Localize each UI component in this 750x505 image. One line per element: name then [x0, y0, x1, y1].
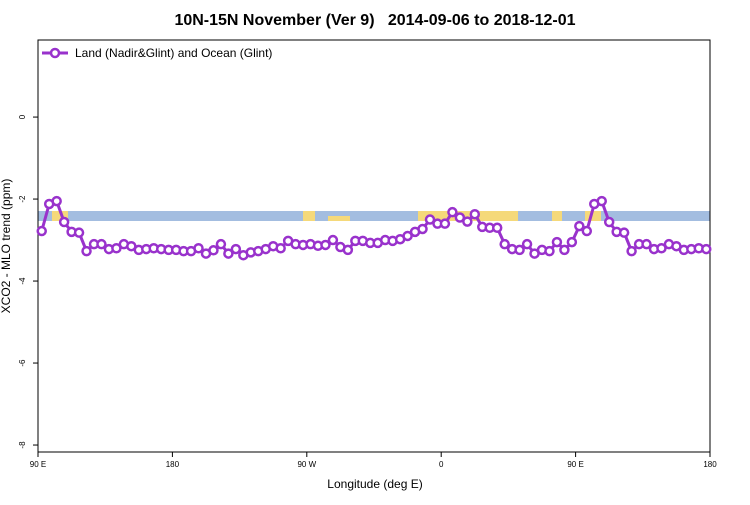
data-point	[574, 220, 585, 232]
data-point	[223, 248, 234, 259]
legend-label: Land (Nadir&Glint) and Ocean (Glint)	[75, 46, 272, 60]
data-point	[499, 238, 510, 250]
data-point	[521, 238, 533, 250]
data-point	[469, 208, 481, 220]
data-point	[111, 243, 122, 254]
data-point	[73, 227, 85, 238]
data-point	[491, 222, 503, 234]
legend: Land (Nadir&Glint) and Ocean (Glint)	[42, 46, 272, 60]
data-point	[424, 214, 436, 225]
data-point	[596, 195, 607, 207]
y-tick-label: -4	[18, 277, 27, 285]
data-point	[275, 243, 286, 254]
chart-title: 10N-15N November (Ver 9) 2014-09-06 to 2…	[174, 12, 575, 29]
data-point	[581, 225, 593, 237]
data-point	[96, 238, 107, 250]
y-tick-label: -8	[18, 441, 27, 449]
data-point	[559, 244, 570, 256]
data-point	[342, 244, 354, 256]
data-point	[36, 225, 47, 237]
data-point	[208, 245, 219, 256]
map-strip	[38, 211, 710, 221]
data-point	[551, 236, 563, 248]
data-point	[454, 212, 466, 223]
y-axis-label: XCO2 - MLO trend (ppm)	[0, 179, 13, 314]
data-point	[603, 216, 615, 228]
data-point	[193, 243, 204, 254]
data-point	[462, 216, 473, 227]
x-tick-label: 180	[166, 460, 180, 469]
y-tick-label: 0	[18, 114, 27, 119]
x-tick-label: 90 E	[567, 460, 583, 469]
data-point	[81, 245, 92, 257]
y-tick-label: -2	[18, 195, 27, 203]
y-tick-label: -6	[18, 359, 27, 367]
x-tick-label: 90 W	[297, 460, 316, 469]
data-point	[641, 238, 652, 250]
data-point	[514, 244, 525, 256]
x-axis-label: Longitude (deg E)	[327, 477, 422, 491]
legend-marker	[49, 47, 61, 59]
data-point	[447, 206, 458, 218]
data-point	[230, 243, 242, 255]
data-point	[656, 243, 667, 254]
data-point	[566, 236, 578, 248]
x-tick-label: 0	[439, 460, 444, 469]
data-point	[51, 195, 62, 207]
data-point	[439, 218, 451, 229]
data-point	[320, 239, 331, 251]
data-point	[215, 238, 227, 250]
data-point	[701, 243, 712, 255]
data-point	[327, 234, 339, 246]
data-point	[417, 223, 428, 235]
data-point	[626, 245, 637, 257]
data-point	[544, 245, 555, 257]
data-point	[402, 230, 413, 242]
x-tick-label: 90 E	[30, 460, 46, 469]
data-point	[58, 216, 70, 228]
x-tick-label: 180	[703, 460, 717, 469]
data-point	[618, 227, 630, 238]
